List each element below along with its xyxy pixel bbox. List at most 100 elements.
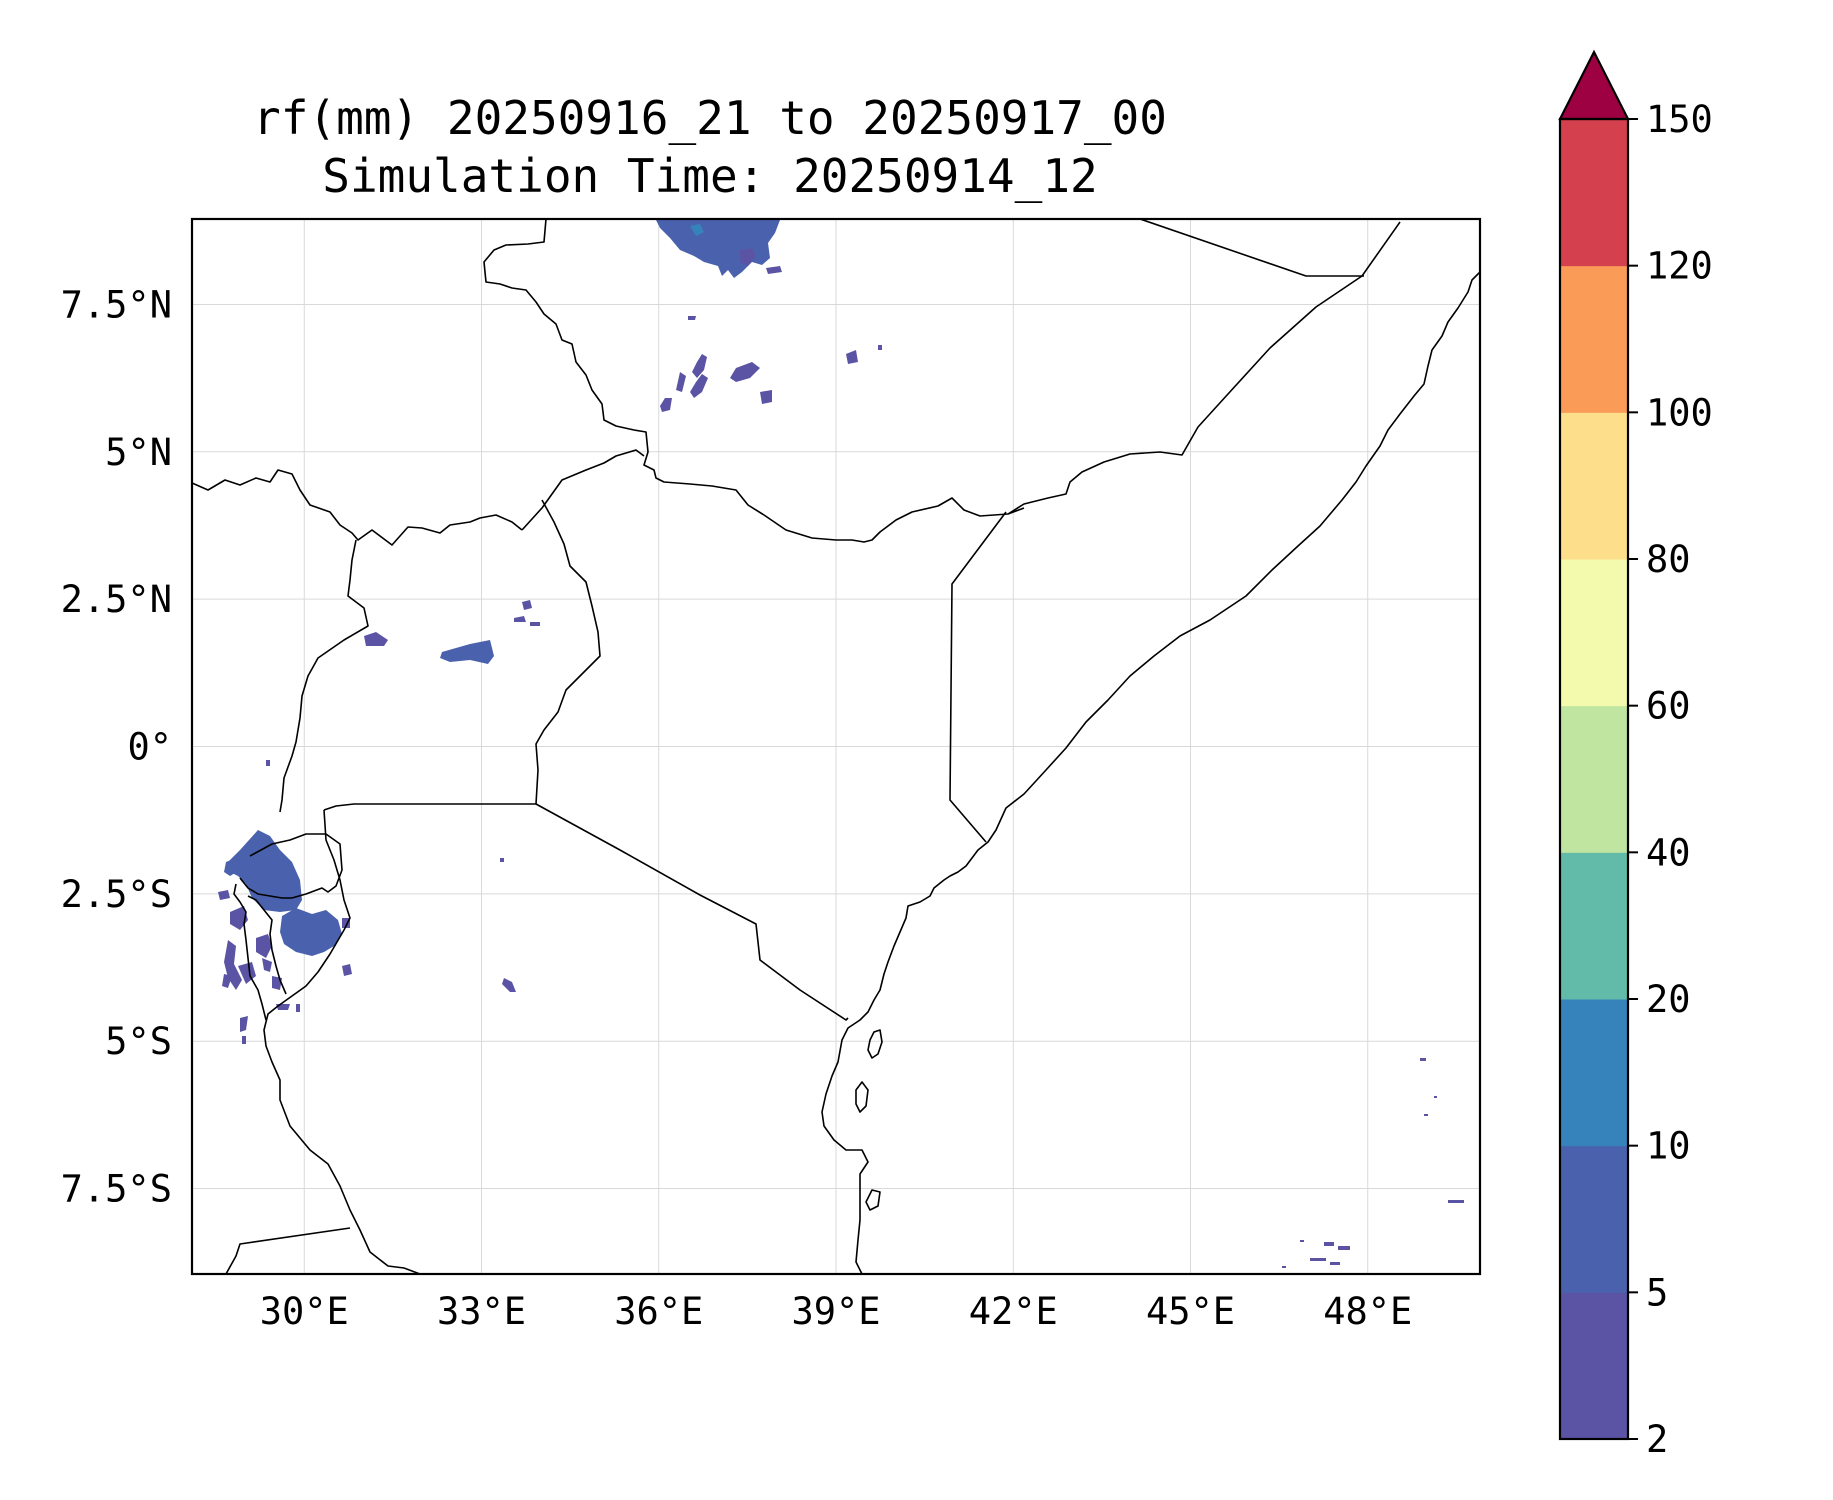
island-zanzibar — [867, 1029, 883, 1059]
border-rwanda-burundi — [239, 833, 343, 899]
colorbar-extend-arrow — [1558, 49, 1630, 121]
rain-patch — [342, 964, 352, 976]
rain-patch — [1448, 1200, 1464, 1203]
rain-patch — [276, 1004, 290, 1010]
border-south-sudan-uganda — [521, 449, 645, 531]
rain-patch — [222, 974, 232, 988]
coastline-east-africa — [821, 271, 1480, 1274]
x-tick-labels: 30°E 33°E 36°E 39°E 42°E 45°E 48°E — [260, 1290, 1413, 1333]
rain-patch — [660, 398, 672, 412]
rain-patch — [262, 958, 272, 972]
y-tick-label: 7.5°S — [61, 1168, 172, 1211]
map-title-line1: rf(mm) 20250916_21 to 20250917_00 — [253, 91, 1167, 145]
border-sudan-south-sudan — [483, 219, 1025, 543]
rain-patch — [218, 890, 230, 900]
colorbar-frame — [1558, 117, 1630, 1441]
country-borders — [192, 219, 1480, 1274]
rainfall-shading — [218, 220, 1464, 1268]
rain-patch — [224, 858, 240, 876]
colorbar-tick-label: 80 — [1646, 538, 1691, 581]
colorbar-band — [1560, 705, 1628, 853]
y-tick-label: 2.5°N — [61, 578, 172, 621]
rain-patch — [502, 978, 516, 992]
x-tick-label: 33°E — [437, 1290, 526, 1333]
map-panel: 30°E 33°E 36°E 39°E 42°E 45°E 48°E 7.5°N 5°N 2.5… — [61, 217, 1482, 1333]
rain-patch — [690, 374, 708, 398]
x-tick-label: 42°E — [969, 1290, 1058, 1333]
rain-patch — [1434, 1096, 1437, 1098]
border-ethiopia-somalia-north — [1007, 221, 1401, 515]
colorbar-tick-label: 5 — [1646, 1271, 1668, 1314]
rain-patch — [1300, 1240, 1304, 1242]
border-uganda-kenya — [535, 499, 601, 805]
rain-patch — [240, 1016, 248, 1032]
x-tick-label: 48°E — [1323, 1290, 1412, 1333]
rain-patch — [692, 354, 707, 378]
colorbar-band — [1560, 119, 1628, 267]
colorbar-band — [1560, 412, 1628, 560]
border-sudan-south-sudan-west — [192, 469, 523, 546]
y-tick-label: 2.5°S — [61, 873, 172, 916]
rain-patch — [690, 224, 704, 236]
border-tanzania-west — [263, 809, 421, 1274]
colorbar-band — [1560, 1292, 1628, 1440]
colorbar-tick-label: 100 — [1646, 391, 1713, 434]
border-eritrea-djibouti — [1139, 219, 1364, 277]
rain-patch — [730, 362, 760, 382]
rain-patch — [1424, 1114, 1428, 1116]
rain-patch — [688, 316, 696, 320]
rain-patch — [296, 1004, 300, 1012]
rain-patch — [500, 858, 504, 862]
map-axes-frame — [190, 217, 1482, 1276]
gridlines — [192, 219, 1480, 1274]
border-kenya-ethiopia-somalia — [949, 511, 1007, 843]
x-tick-label: 39°E — [791, 1290, 880, 1333]
colorbar-band — [1560, 999, 1628, 1147]
rain-patch — [760, 390, 772, 404]
x-tick-label: 36°E — [614, 1290, 703, 1333]
rain-patch — [440, 640, 494, 664]
rain-patch — [1324, 1242, 1334, 1246]
rain-patch — [522, 600, 532, 610]
y-tick-label: 7.5°N — [61, 283, 172, 326]
rain-patch — [514, 616, 526, 622]
rain-patch — [676, 372, 686, 392]
rain-patch — [256, 934, 272, 958]
rain-patch — [1282, 1266, 1286, 1268]
y-tick-label: 5°S — [105, 1020, 172, 1063]
rain-patch — [1310, 1258, 1326, 1261]
colorbar-tick-label: 60 — [1646, 685, 1691, 728]
colorbar-band — [1560, 1145, 1628, 1293]
colorbar-tick-label: 20 — [1646, 978, 1691, 1021]
map-title-line2: Simulation Time: 20250914_12 — [322, 149, 1097, 203]
border-tanzania-zambia — [225, 1227, 351, 1274]
border-uganda-tanzania — [323, 803, 536, 811]
rain-patch — [266, 760, 270, 766]
border-kenya-tanzania — [535, 803, 849, 1021]
colorbar-band — [1560, 852, 1628, 1000]
colorbar-tick-label: 10 — [1646, 1125, 1691, 1168]
colorbar-bands — [1560, 119, 1628, 1440]
colorbar: 2 5 10 20 40 60 80 100 120 150 — [1558, 49, 1713, 1461]
x-tick-label: 45°E — [1146, 1290, 1235, 1333]
rain-patch — [1330, 1262, 1340, 1265]
rain-patch — [280, 908, 342, 956]
rain-patch — [242, 1036, 246, 1044]
rain-patch — [364, 632, 388, 646]
rain-patch — [846, 350, 858, 364]
island-south — [865, 1189, 881, 1211]
colorbar-ticks: 2 5 10 20 40 60 80 100 120 150 — [1628, 98, 1713, 1461]
y-tick-label: 5°N — [105, 431, 172, 474]
rain-patch — [1420, 1058, 1426, 1061]
rain-patch — [766, 266, 782, 274]
colorbar-band — [1560, 265, 1628, 413]
y-tick-labels: 7.5°N 5°N 2.5°N 0° 2.5°S 5°S 7.5°S — [61, 283, 172, 1210]
colorbar-tick-label: 150 — [1646, 98, 1713, 141]
rain-patch — [740, 248, 756, 266]
border-lake-kivu-tanganyika — [233, 883, 267, 1021]
border-uganda-drc — [279, 539, 369, 813]
colorbar-tick-label: 40 — [1646, 831, 1691, 874]
colorbar-band — [1560, 559, 1628, 707]
rain-patch — [878, 345, 882, 350]
